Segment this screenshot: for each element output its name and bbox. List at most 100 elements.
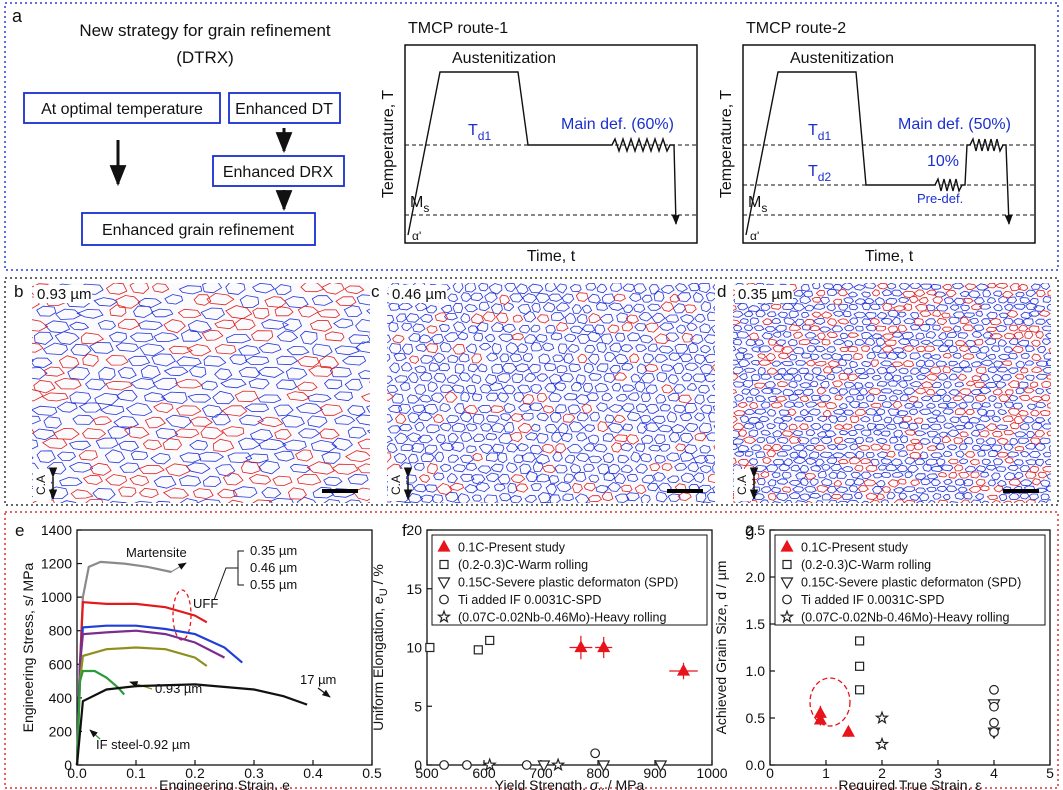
x-tick-label: 0.4 — [303, 765, 323, 781]
legend-marker — [436, 609, 452, 624]
legend-label: 0.15C-Severe plastic deformaton (SPD) — [458, 576, 678, 590]
point — [854, 636, 865, 646]
phase-label: α' — [412, 229, 421, 243]
grain-size-label: 0.35 µm — [738, 286, 793, 303]
panel-label: c — [371, 282, 380, 301]
legend-label: 0.1C-Present study — [458, 541, 566, 555]
curve-label: IF steel-0.92 µm — [96, 737, 190, 752]
point — [654, 760, 668, 773]
flow-text: Enhanced DT — [235, 101, 333, 118]
panel-eg-border — [4, 511, 1059, 789]
legend-label: (0.2-0.3)C-Warm rolling — [458, 558, 588, 572]
y-tick-label: 2.0 — [746, 569, 766, 585]
legend-marker — [439, 594, 449, 605]
grain-size-label: 0.93 µm — [37, 286, 92, 303]
x-axis-label: Time, t — [865, 248, 914, 265]
y-tick-label: 1400 — [41, 522, 72, 538]
point — [550, 757, 566, 772]
flow-text: Enhanced grain refinement — [102, 222, 295, 239]
curve-label: 0.93 µm — [155, 681, 202, 696]
grain-boundaries — [32, 283, 370, 503]
size-label-bg — [34, 285, 92, 303]
point — [425, 642, 435, 653]
ms-label: Ms — [410, 194, 429, 215]
flow-text: Enhanced DRX — [223, 164, 334, 181]
x-tick-label: 0.2 — [185, 765, 205, 781]
scale-bar — [322, 489, 358, 493]
x-tick-label: 500 — [415, 765, 439, 781]
legend-marker — [779, 609, 795, 624]
subscript: d1 — [818, 129, 832, 143]
point — [989, 727, 999, 737]
legend-label: (0.07C-0.02Nb-0.46Mo)-Heavy rolling — [801, 611, 1009, 625]
route-frame — [404, 44, 698, 244]
deformation-label: Main def. (50%) — [898, 116, 1011, 133]
flow-box — [81, 212, 316, 246]
y-tick-label: 2.5 — [746, 522, 766, 538]
y-axis-label: Engineering Stress, s/ MPa — [20, 562, 36, 732]
temperature-label: Td2 — [808, 163, 831, 184]
x-tick-label: 600 — [472, 765, 496, 781]
y-tick-label: 0.5 — [746, 710, 766, 726]
x-tick-label: 700 — [529, 765, 553, 781]
x-axis-label: Time, t — [527, 248, 576, 265]
panel-label: e — [15, 521, 24, 540]
strain-label: 10% — [927, 153, 959, 170]
point — [989, 684, 999, 695]
point — [597, 640, 611, 653]
legend-marker — [437, 577, 451, 590]
y-tick-label: 1000 — [41, 589, 72, 605]
curve — [75, 683, 308, 766]
point — [874, 736, 890, 751]
symbol: M — [410, 194, 423, 211]
legend-box — [774, 534, 1046, 626]
label-part: e — [370, 596, 386, 604]
y-axis-label: Uniform Elongation, eU / % — [370, 564, 390, 731]
x-axis-label: Yield Strength, σy / MPa — [495, 777, 645, 790]
legend-box — [431, 534, 708, 626]
subscript: d2 — [818, 170, 832, 184]
legend-label: (0.2-0.3)C-Warm rolling — [801, 558, 931, 572]
map-background — [733, 283, 1051, 503]
curve-label: 0.46 µm — [250, 560, 297, 575]
deformation-label: Main def. (60%) — [561, 116, 674, 133]
y-tick-label: 400 — [49, 690, 73, 706]
size-label-bg — [735, 285, 793, 303]
strategy-title: New strategy for grain refinement — [79, 21, 331, 40]
point — [854, 661, 865, 671]
x-tick-label: 1 — [822, 765, 830, 781]
point — [485, 635, 495, 646]
x-tick-label: 0.0 — [67, 765, 87, 781]
legend-marker — [780, 539, 794, 552]
point — [521, 760, 532, 770]
temperature-label: Td1 — [468, 122, 491, 143]
route-title: TMCP route-2 — [746, 20, 846, 37]
legend-marker — [782, 559, 792, 570]
size-label-bg — [389, 285, 447, 303]
curve — [75, 629, 226, 766]
symbol: T — [808, 163, 818, 180]
point — [989, 701, 999, 712]
y-tick-label: 200 — [49, 723, 73, 739]
y-axis-label: Temperature, T — [718, 90, 735, 198]
y-tick-label: 800 — [49, 623, 73, 639]
highlight-ellipse — [809, 677, 851, 727]
label-part: / % — [370, 564, 386, 588]
legend-label: Ti added IF 0.0031C-SPD — [458, 593, 601, 607]
pre-def-label: Pre-def. — [917, 191, 963, 206]
y-tick-label: 0 — [414, 757, 422, 773]
scale-bar — [667, 489, 703, 493]
panel-a-border — [4, 2, 1059, 271]
curve-label: 0.35 µm — [250, 543, 297, 558]
leader-line — [170, 562, 187, 573]
label-part: Uniform Elongation, — [370, 604, 386, 731]
label-part: y — [598, 785, 604, 790]
panel-bd-border — [4, 277, 1059, 506]
scale-bar — [1003, 489, 1039, 493]
axis-label-bg — [388, 469, 406, 501]
y-tick-label: 1200 — [41, 556, 72, 572]
legend-label: (0.07C-0.02Nb-0.46Mo)-Heavy rolling — [458, 611, 666, 625]
point — [854, 685, 865, 695]
x-tick-label: 0 — [766, 765, 774, 781]
